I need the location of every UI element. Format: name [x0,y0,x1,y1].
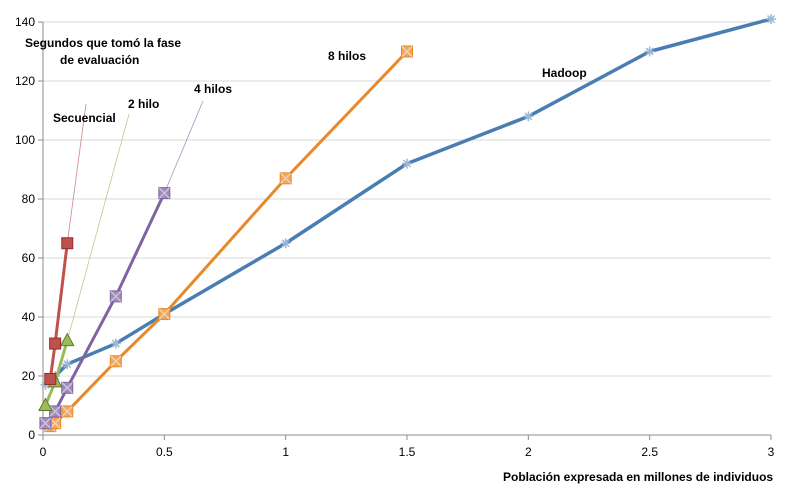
callout-line-2-hilo [66,113,130,341]
x-axis-label: Población expresada en millones de indiv… [503,470,773,484]
data-point-hadoop [62,359,73,370]
data-point-hadoop [644,46,655,57]
x-tick-label: 2.5 [641,445,658,459]
x-tick-label: 1 [282,445,289,459]
y-tick-label: 20 [22,369,36,383]
y-tick-label: 140 [15,15,35,29]
series-label-8-hilos: 8 hilos [328,49,366,63]
data-point-8-hilos [401,45,413,58]
data-point-4-hilos [158,187,171,200]
y-tick-label: 120 [15,74,35,88]
series-label-hadoop: Hadoop [542,66,587,80]
y-tick-label: 40 [22,310,36,324]
x-tick-label: 0 [40,445,47,459]
data-point-8-hilos-cross [61,405,73,417]
data-point-4-hilos-cross [61,382,73,394]
data-point-hadoop [280,238,291,249]
data-point-4-hilos-cross [39,417,51,429]
data-point-4-hilos [39,417,52,430]
data-point-4-hilos-cross [158,187,170,199]
series-line-8-hilos [49,50,409,428]
y-tick-label: 100 [15,133,35,147]
data-point-4-hilos-cross [49,405,61,417]
axes [38,21,772,440]
data-point-2-hilo [38,397,53,411]
data-point-8-hilos [279,172,292,185]
series-layer [38,14,776,433]
data-point-hadoop [402,158,412,169]
data-point-hadoop [766,14,776,25]
callout-lines [66,100,204,341]
data-point-8-hilos-cross [401,45,413,58]
y-tick-label: 60 [22,251,36,265]
data-point-8-hilos [109,355,122,368]
series-secuencial [44,237,74,385]
data-point-4-hilos [109,290,122,303]
y-axis-label-line-2: de evaluación [60,53,139,67]
data-point-hadoop [523,111,534,122]
data-point-4-hilos [49,405,62,418]
series-line-hadoop [44,17,772,387]
tick-labels: 0 20 40 60 80 100 120 140 0 0.5 1 1.5 2 2.5 3 [15,15,775,459]
data-point-8-hilos-cross [49,417,61,429]
x-tick-label: 0.5 [156,445,173,459]
x-tick-label: 1.5 [399,445,416,459]
callout-line-secuencial [66,103,87,244]
series-8-hilos [44,45,413,433]
series-label-4-hilos: 4 hilos [194,82,232,96]
data-point-8-hilos [158,308,171,321]
series-label-2-hilo: 2 hilo [128,97,159,111]
y-axis-label-line-1: Segundos que tomó la fase [25,36,181,50]
data-point-8-hilos [49,417,62,430]
data-point-4-hilos-cross [110,290,122,302]
data-point-secuencial [61,237,74,250]
data-point-4-hilos [61,381,74,394]
data-point-secuencial [44,372,57,385]
data-point-8-hilos-cross [280,172,292,184]
data-point-2-hilo [59,332,75,347]
series-4-hilos [39,187,171,430]
data-point-secuencial [49,337,62,350]
data-point-8-hilos-cross [158,308,170,320]
data-point-8-hilos [61,405,74,418]
x-tick-label: 3 [768,445,775,459]
y-tick-label: 80 [22,192,36,206]
series-hadoop [40,14,776,390]
data-point-hadoop [110,338,121,349]
x-tick-label: 2 [525,445,532,459]
series-label-secuencial: Secuencial [53,111,116,125]
chart-labels: Segundos que tomó la fase de evaluación … [25,36,773,484]
callout-line-4-hilos [163,100,204,194]
series-line-secuencial [48,243,69,380]
data-point-8-hilos-cross [110,355,122,367]
y-tick-label: 0 [28,428,35,442]
